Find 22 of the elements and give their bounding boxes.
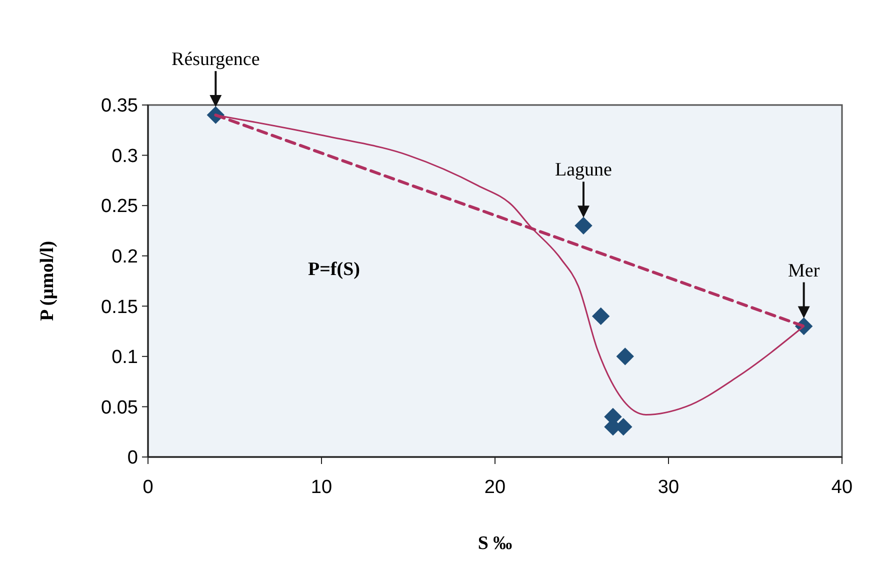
y-tick-label: 0.2 [112,246,138,268]
annotation: Mer [788,260,820,282]
y-tick-label: 0 [127,448,138,469]
annotation: Résurgence [172,49,260,70]
y-tick-label: 0.05 [101,397,138,418]
y-tick-label: 0.35 [101,96,138,117]
x-tick-label: 40 [831,477,853,498]
point [592,307,610,326]
x-tick-label: 30 [658,477,680,498]
x-axis-title: S ‰ [478,533,512,554]
point [574,216,592,235]
point [616,348,634,366]
y-tick-label: 0.15 [101,296,138,318]
x-tick-label: 20 [484,477,506,498]
x-tick-label: 0 [142,477,154,498]
y-tick-label: 0.3 [112,146,138,167]
annotation: P=f(S) [308,259,360,280]
y-axis-title: P (µmol/l) [37,240,58,322]
x-tick-label: 10 [310,477,332,498]
y-tick-label: 0.25 [101,196,138,218]
y-tick-label: 0.1 [112,347,138,368]
annotation: Lagune [554,160,612,181]
